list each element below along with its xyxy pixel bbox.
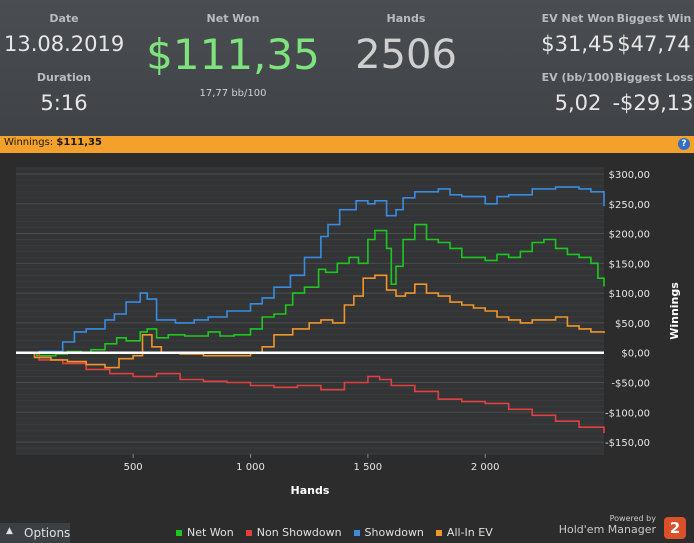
chart-legend: Net Won Non Showdown Showdown All-In EV	[176, 526, 505, 539]
winnings-label: Winnings:	[4, 137, 54, 148]
x-tick-label: 1 500	[354, 462, 383, 473]
options-label: Options	[24, 526, 71, 540]
y-tick-label: -$50,00	[611, 379, 650, 390]
date-value: 13.08.2019	[4, 32, 125, 56]
legend-item[interactable]: Non Showdown	[245, 526, 342, 539]
legend-swatch	[435, 530, 442, 536]
y-tick-label: $300,00	[609, 170, 650, 181]
x-tick-label: 500	[124, 462, 143, 473]
ev-bb100-label: EV (bb/100)	[541, 71, 615, 84]
legend-swatch	[176, 530, 182, 536]
series-lines	[16, 186, 605, 434]
y-tick-label: $150,00	[609, 259, 650, 270]
hem2-logo-icon: 2	[664, 517, 686, 539]
x-axis-label: Hands	[291, 484, 330, 497]
y-axis-ticks: $300,00 $250,00 $200,00 $150,00 $100,00 $50,0…	[605, 170, 650, 449]
net-won-value: $111,35	[146, 30, 320, 79]
legend-item[interactable]: Net Won	[176, 526, 234, 539]
chevron-up-icon: ▲	[6, 526, 13, 536]
legend-item[interactable]: All-In EV	[435, 526, 493, 539]
legend-label: Net Won	[187, 526, 234, 539]
hands-label: Hands	[386, 12, 426, 25]
ev-net-won-value: $31,45	[541, 32, 615, 56]
winnings-banner: Winnings: $111,35 ?	[0, 136, 694, 153]
series-line-non-showdown	[16, 351, 605, 434]
biggest-loss-label: Biggest Loss	[614, 71, 694, 84]
stats-header: Date 13.08.2019 Duration 5:16 Net Won $1…	[0, 0, 694, 136]
y-tick-label: -$150,00	[605, 438, 650, 449]
duration-value: 5:16	[40, 91, 88, 115]
x-tick-label: 2 000	[471, 462, 500, 473]
y-axis-label: Winnings	[668, 282, 681, 340]
grid	[16, 167, 604, 455]
series-line-net-won	[16, 223, 605, 357]
y-tick-label: -$100,00	[605, 408, 650, 419]
brand-name: Hold'em Manager	[558, 523, 656, 536]
x-tick-label: 1 000	[236, 462, 265, 473]
series-line-all-in-ev	[16, 274, 605, 369]
biggest-loss-value: -$29,13	[612, 91, 694, 115]
biggest-win-label: Biggest Win	[616, 12, 692, 25]
ev-bb100-value: 5,02	[554, 91, 602, 115]
ev-net-won-label: EV Net Won	[541, 12, 615, 25]
y-tick-label: $250,00	[609, 200, 650, 211]
net-won-label: Net Won	[206, 12, 260, 25]
date-label: Date	[49, 12, 79, 25]
y-tick-label: $200,00	[609, 230, 650, 241]
legend-swatch	[245, 530, 252, 536]
y-tick-label: $100,00	[609, 289, 650, 300]
hands-value: 2506	[355, 32, 457, 78]
options-button[interactable]: ▲ Options	[0, 523, 70, 543]
series-line-showdown	[16, 186, 605, 354]
net-won-bb100: 17,77 bb/100	[199, 88, 267, 99]
legend-swatch	[353, 530, 360, 536]
legend-label: Showdown	[364, 526, 424, 539]
winnings-value: $111,35	[56, 137, 102, 148]
x-axis-ticks: 500 1 000 1 500 2 000	[124, 454, 500, 473]
biggest-win-value: $47,74	[617, 32, 691, 56]
y-tick-label: $0,00	[621, 349, 650, 360]
winnings-summary: Winnings: $111,35	[4, 137, 102, 148]
brand: Powered by Hold'em Manager	[559, 514, 656, 536]
y-tick-label: $50,00	[615, 319, 650, 330]
legend-label: Non Showdown	[256, 526, 342, 539]
legend-item[interactable]: Showdown	[353, 526, 424, 539]
help-icon[interactable]: ?	[678, 138, 690, 150]
winnings-chart: $300,00 $250,00 $200,00 $150,00 $100,00 $50,0…	[0, 153, 694, 523]
powered-by-text: Powered by	[609, 514, 656, 523]
legend-label: All-In EV	[446, 526, 493, 539]
duration-label: Duration	[36, 71, 92, 84]
